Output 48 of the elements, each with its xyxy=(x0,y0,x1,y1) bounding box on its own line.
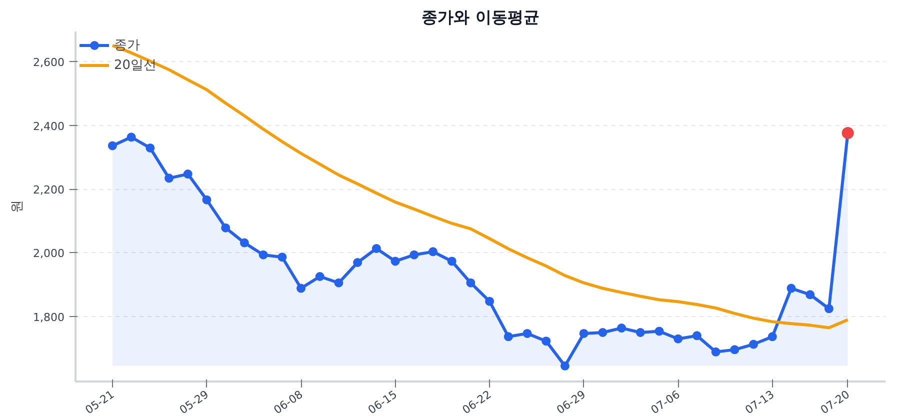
point xyxy=(522,328,532,338)
point xyxy=(183,170,192,179)
point xyxy=(146,143,155,152)
legend-label: 종가 xyxy=(114,37,140,54)
point xyxy=(353,258,362,267)
point xyxy=(542,336,551,346)
point xyxy=(617,324,626,333)
point xyxy=(447,256,456,266)
point xyxy=(786,284,796,293)
y-tick-label: 2,000 xyxy=(33,247,65,260)
y-tick-label: 1,800 xyxy=(33,310,65,324)
point xyxy=(164,174,174,183)
point xyxy=(108,141,117,150)
point xyxy=(315,272,324,281)
point xyxy=(410,250,419,260)
point xyxy=(768,332,777,342)
point xyxy=(711,347,720,356)
point xyxy=(126,132,136,142)
point xyxy=(334,278,344,288)
legend-label: 20일선 xyxy=(114,57,157,74)
point xyxy=(806,290,815,300)
point xyxy=(749,340,758,349)
point xyxy=(372,244,381,253)
point xyxy=(296,284,306,293)
y-tick-label: 2,600 xyxy=(33,56,65,70)
point xyxy=(824,304,834,314)
point xyxy=(278,252,287,262)
y-axis-title: 원 xyxy=(10,200,26,213)
y-tick-label: 2,200 xyxy=(33,184,65,196)
point xyxy=(258,250,268,260)
point xyxy=(730,345,740,354)
point xyxy=(485,296,494,306)
point xyxy=(579,328,588,338)
point xyxy=(240,238,249,248)
point xyxy=(692,331,702,340)
point xyxy=(390,256,400,266)
point xyxy=(598,328,608,337)
point xyxy=(674,334,683,344)
point xyxy=(428,247,438,256)
point xyxy=(202,195,212,204)
point xyxy=(466,278,476,288)
point xyxy=(221,223,230,232)
point xyxy=(636,328,645,337)
chart-title: 종가와 이동평균 xyxy=(422,8,540,26)
point xyxy=(654,326,664,336)
y-tick-label: 2,400 xyxy=(33,120,65,133)
point xyxy=(504,332,513,342)
point xyxy=(560,361,570,370)
